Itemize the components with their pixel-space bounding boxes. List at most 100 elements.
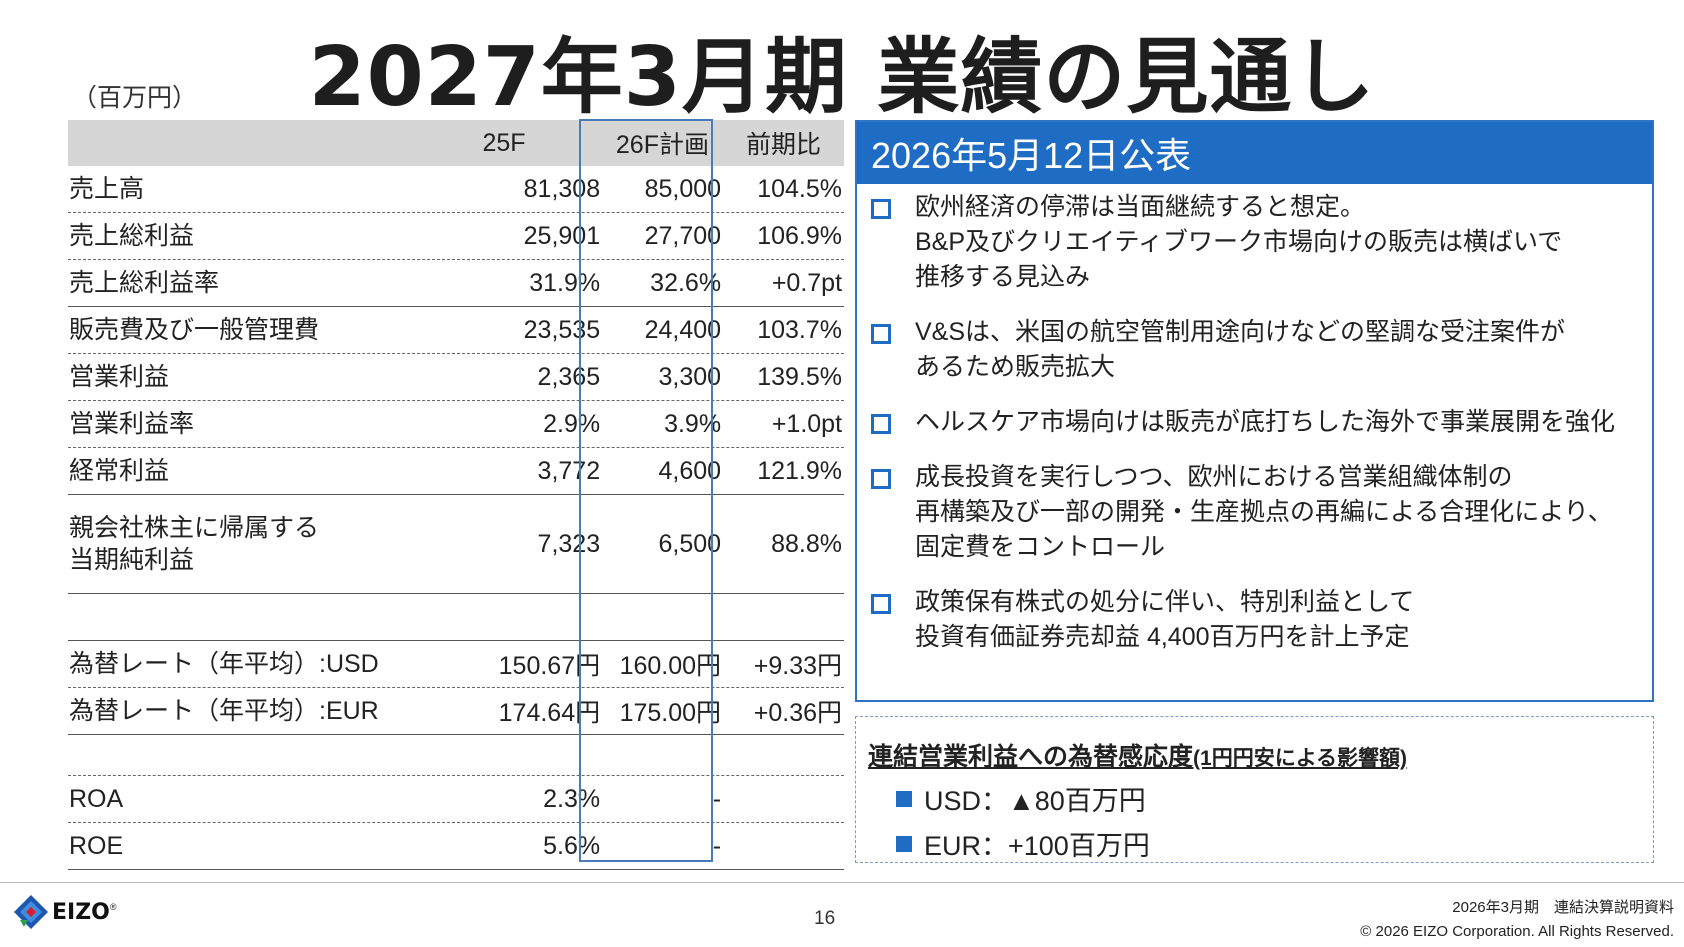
cell-yoy: 106.9%	[757, 221, 843, 250]
cell-25f: 23,535	[523, 315, 601, 344]
row-label: 経常利益	[69, 457, 170, 485]
cell-26f-plan: -	[712, 784, 722, 813]
page-title: 2027年3月期 業績の見通し	[308, 30, 1376, 125]
cell-25f: 2.9%	[543, 409, 601, 438]
cell-25f: 174.64円	[498, 699, 601, 727]
cell-26f-plan	[602, 735, 723, 775]
fx-item-text: USD：▲80百万円	[924, 786, 1146, 816]
cell-25f: 2.3%	[543, 784, 601, 813]
cell-yoy: 139.5%	[757, 362, 843, 391]
cell-26f-plan: 27,700	[644, 221, 722, 250]
registered-mark: ®	[109, 902, 117, 912]
table-row: 売上総利益 25,901 27,700 106.9%	[68, 213, 844, 260]
cell-26f-plan: 6,500	[658, 529, 722, 558]
square-bullet-icon	[871, 414, 891, 434]
square-bullet-icon	[896, 790, 912, 807]
unit-label: （百万円）	[72, 84, 198, 112]
cell-yoy: +0.36円	[753, 699, 843, 727]
bullet-text: 政策保有株式の処分に伴い、特別利益として 投資有価証券売却益 4,400百万円を…	[915, 588, 1415, 651]
footer-divider	[0, 882, 1684, 883]
bullet-text: V&Sは、米国の航空管制用途向けなどの堅調な受注案件が あるため販売拡大	[915, 318, 1566, 381]
table-row: 売上総利益率 31.9% 32.6% +0.7pt	[68, 260, 844, 307]
header-26f-plan: 26F計画	[615, 131, 709, 159]
bullet-item: 政策保有株式の処分に伴い、特別利益として 投資有価証券売却益 4,400百万円を…	[871, 585, 1642, 655]
row-label: 為替レート（年平均）:EUR	[69, 697, 379, 725]
square-bullet-icon	[871, 469, 891, 489]
bullet-text: 成長投資を実行しつつ、欧州における営業組織体制の 再構築及び一部の開発・生産拠点…	[915, 463, 1613, 561]
cell-26f-plan: 3,300	[658, 362, 722, 391]
cell-26f-plan	[602, 594, 723, 640]
cell-yoy: +1.0pt	[771, 409, 843, 438]
cell-25f: 31.9%	[529, 268, 601, 297]
table-header: 25F 26F計画 前期比	[68, 120, 844, 166]
cell-yoy: +9.33円	[753, 652, 843, 680]
table-row: ROE 5.6% -	[68, 823, 844, 870]
row-label: 営業利益	[69, 363, 170, 391]
cell-yoy	[723, 735, 844, 775]
cell-26f-plan: 24,400	[644, 315, 722, 344]
cell-25f: 2,365	[537, 362, 601, 391]
bullet-text: ヘルスケア市場向けは販売が底打ちした海外で事業展開を強化	[915, 408, 1616, 436]
cell-25f: 25,901	[523, 221, 601, 250]
footer-right: 2026年3月期 連結決算説明資料 © 2026 EIZO Corporatio…	[1360, 896, 1674, 944]
cell-26f-plan: 4,600	[658, 456, 722, 485]
cell-26f-plan: 3.9%	[664, 409, 722, 438]
cell-25f: 150.67円	[498, 652, 601, 680]
cell-yoy	[723, 776, 844, 822]
eizo-logo: EIZO ®	[12, 893, 117, 931]
cell-yoy	[723, 594, 844, 640]
header-yoy: 前期比	[745, 131, 821, 159]
table-row: 親会社株主に帰属する 当期純利益 7,323 6,500 88.8%	[68, 495, 844, 594]
fx-item-text: EUR：+100百万円	[924, 831, 1150, 861]
row-label: 販売費及び一般管理費	[69, 316, 320, 344]
table-row: 為替レート（年平均）:EUR 174.64円 175.00円 +0.36円	[68, 688, 844, 735]
table-row: 為替レート（年平均）:USD 150.67円 160.00円 +9.33円	[68, 641, 844, 688]
header-25f: 25F	[482, 128, 526, 157]
cell-26f-plan: -	[712, 831, 722, 860]
forecast-table: 25F 26F計画 前期比 売上高 81,308 85,000 104.5% 売上総利益…	[68, 120, 844, 870]
table-row	[68, 735, 844, 776]
fx-title-main: 連結営業利益への為替感応度	[868, 743, 1194, 771]
fx-title: 連結営業利益への為替感応度(1円円安による影響額)	[868, 737, 1641, 773]
table-row: 営業利益 2,365 3,300 139.5%	[68, 354, 844, 401]
bullet-item: 成長投資を実行しつつ、欧州における営業組織体制の 再構築及び一部の開発・生産拠点…	[871, 460, 1642, 565]
page-number: 16	[814, 908, 836, 929]
cell-26f-plan: 160.00円	[619, 652, 722, 680]
square-bullet-icon	[871, 594, 891, 614]
table-row: 営業利益率 2.9% 3.9% +1.0pt	[68, 401, 844, 448]
cell-yoy: 103.7%	[757, 315, 843, 344]
table-row: 売上高 81,308 85,000 104.5%	[68, 166, 844, 213]
cell-25f: 7,323	[537, 529, 601, 558]
cell-25f: 81,308	[523, 174, 601, 203]
cell-yoy: 104.5%	[757, 174, 843, 203]
cell-25f	[406, 735, 602, 775]
row-label: 為替レート（年平均）:USD	[69, 650, 379, 678]
cell-26f-plan: 32.6%	[650, 268, 722, 297]
row-label	[68, 594, 406, 640]
fx-title-sub: (1円円安による影響額)	[1193, 747, 1408, 770]
row-label: ROE	[69, 832, 124, 860]
table-row	[68, 594, 844, 641]
cell-26f-plan: 85,000	[644, 174, 722, 203]
fx-sensitivity-box: 連結営業利益への為替感応度(1円円安による影響額) USD：▲80百万円 EUR…	[855, 716, 1654, 863]
table-row: ROA 2.3% -	[68, 776, 844, 823]
row-label: 売上総利益	[69, 222, 195, 250]
bullet-item: 欧州経済の停滞は当面継続すると想定。 B&P及びクリエイティブワーク市場向けの販…	[871, 190, 1642, 295]
header-label	[68, 120, 406, 166]
eizo-wordmark: EIZO	[52, 899, 110, 925]
panel-heading: 2026年5月12日公表	[857, 122, 1652, 184]
cell-25f	[406, 594, 602, 640]
cell-yoy	[723, 823, 844, 869]
row-label: 売上高	[69, 175, 145, 203]
square-bullet-icon	[896, 835, 912, 852]
table-row: 販売費及び一般管理費 23,535 24,400 103.7%	[68, 307, 844, 354]
copyright: © 2026 EIZO Corporation. All Rights Rese…	[1360, 923, 1674, 940]
cell-yoy: +0.7pt	[771, 268, 843, 297]
row-label: 親会社株主に帰属する 当期純利益	[69, 514, 320, 574]
doc-title: 2026年3月期 連結決算説明資料	[1452, 899, 1674, 916]
row-label: 売上総利益率	[69, 269, 220, 297]
fx-item-eur: EUR：+100百万円	[868, 824, 1641, 863]
table-row: 経常利益 3,772 4,600 121.9%	[68, 448, 844, 495]
fx-item-usd: USD：▲80百万円	[868, 779, 1641, 818]
row-label: 営業利益率	[69, 410, 195, 438]
